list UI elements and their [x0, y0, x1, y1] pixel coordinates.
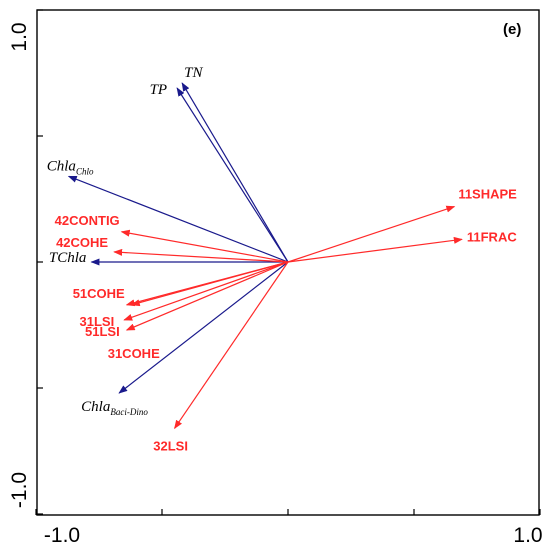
landscape-label-2: 42CONTIG	[55, 213, 120, 228]
landscape-label-4: 51COHE	[73, 286, 125, 301]
env-label-3: TChla	[49, 250, 87, 266]
landscape-vector-1	[287, 236, 463, 263]
landscape-vector-3	[113, 248, 289, 263]
env-label-0: TN	[184, 65, 203, 81]
axis-ticks	[35, 9, 541, 515]
y-tick-label-min: -1.0	[8, 472, 31, 508]
env-vector-2	[67, 175, 289, 263]
y-tick-label-max: 1.0	[8, 22, 31, 51]
landscape-vector-5	[123, 261, 289, 321]
landscape-label-3: 42COHE	[56, 235, 108, 250]
x-tick-label-max: 1.0	[513, 524, 542, 547]
landscape-vector-7	[130, 261, 289, 307]
landscape-vector-6	[125, 261, 289, 331]
landscape-label-7: 31COHE	[108, 346, 160, 361]
panel-label: (e)	[503, 21, 521, 38]
x-tick-label-min: -1.0	[44, 524, 80, 547]
landscape-label-6: 51LSI	[85, 324, 120, 339]
env-label-1: TP	[150, 82, 168, 98]
env-vector-4	[118, 261, 289, 394]
landscape-label-0: 11SHAPE	[458, 187, 517, 202]
landscape-vector-0	[287, 205, 456, 263]
landscape-vector-2	[120, 229, 289, 263]
env-vector-0	[181, 82, 289, 263]
env-label-4: ChlaBaci-Dino	[81, 399, 148, 417]
env-vector-1	[176, 87, 289, 263]
landscape-vector-8	[174, 261, 289, 430]
environment-vectors: TN TP ChlaChlo TChla ChlaBaci-Dino	[47, 65, 289, 417]
landscape-label-1: 11FRAC	[467, 229, 517, 244]
landscape-vectors: 11SHAPE 11FRAC 42CONTIG 42COHE 51COHE 31LSI51…	[55, 187, 518, 454]
landscape-label-8: 32LSI	[153, 438, 188, 453]
env-label-2: ChlaChlo	[47, 158, 94, 176]
landscape-label-5: 31LSI	[80, 314, 115, 329]
